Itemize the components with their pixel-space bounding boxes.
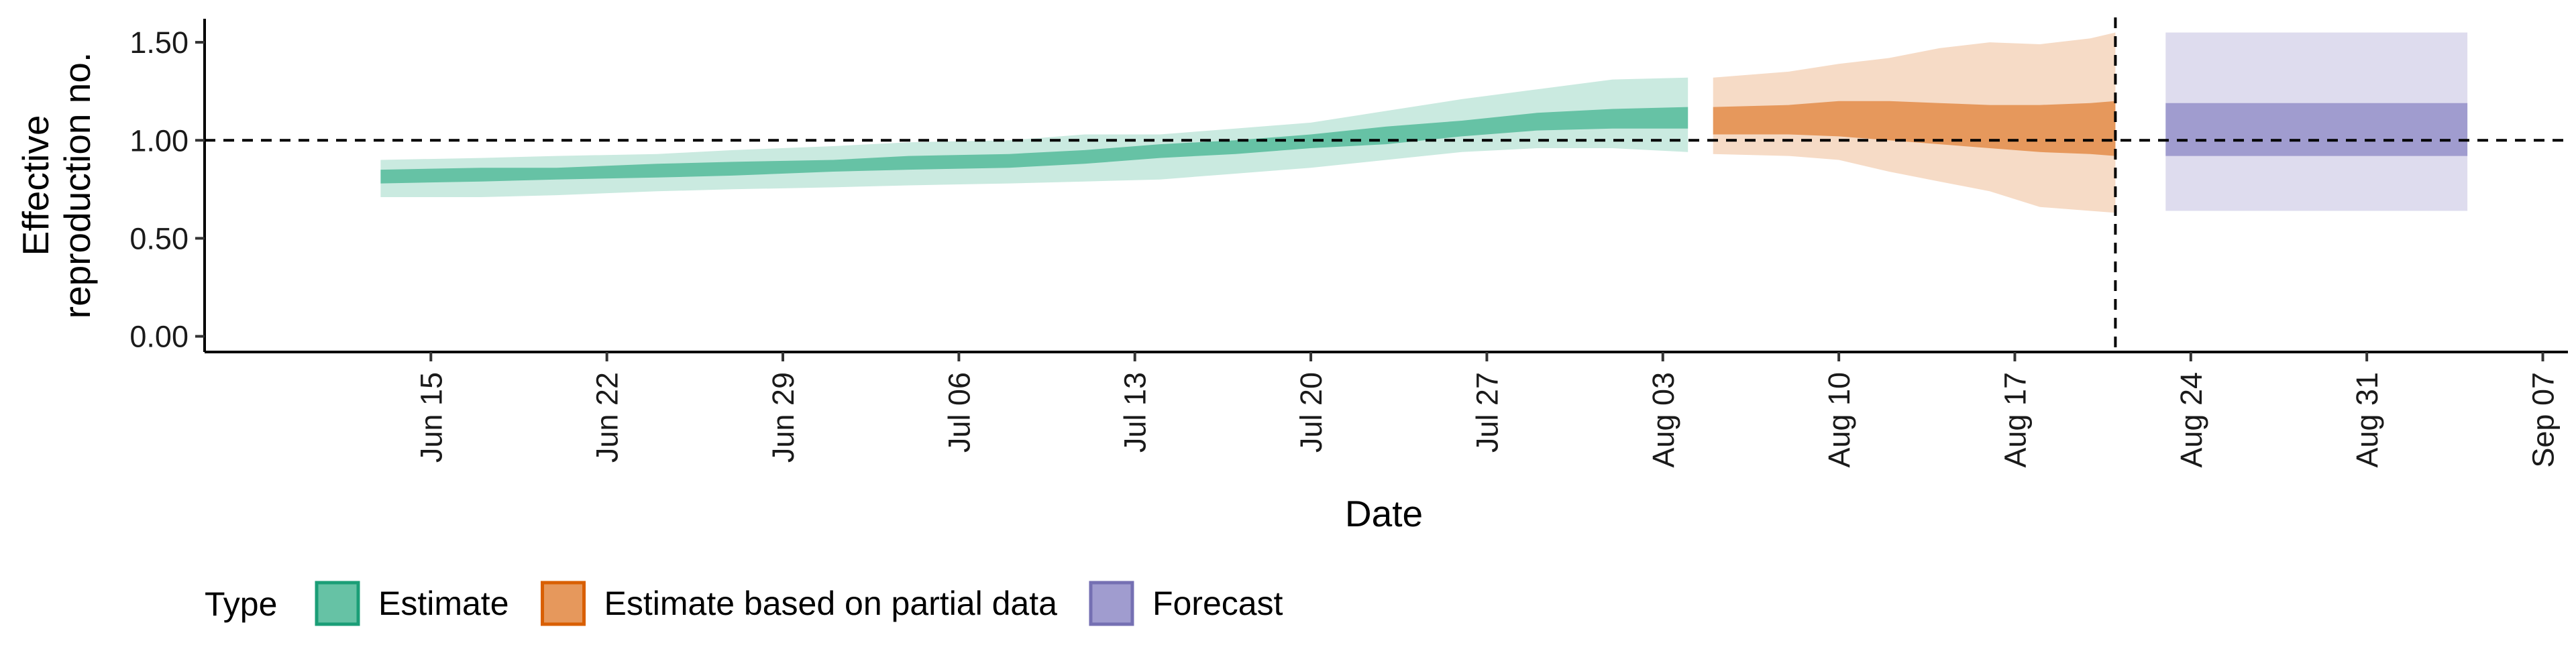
- x-tick-label: Jul 06: [942, 372, 976, 453]
- x-tick-label: Aug 24: [2174, 372, 2208, 468]
- x-tick-label: Aug 31: [2350, 372, 2384, 468]
- x-tick-label: Jul 27: [1470, 372, 1504, 453]
- legend-label-estimate: Estimate: [378, 585, 509, 622]
- x-tick-label: Aug 10: [1822, 372, 1856, 468]
- axes: 0.00 0.50 1.00 1.50 Jun 15 Jun 22 Jun 29 Jul 06…: [129, 19, 2568, 468]
- legend-key-estimate-based-on-partial-data: [541, 581, 586, 626]
- legend-label-estimate-based-on-partial-data: Estimate based on partial data: [604, 585, 1058, 622]
- y-tick-label: 0.00: [129, 320, 189, 354]
- x-tick-label: Jun 22: [590, 372, 625, 463]
- x-tick-label: Aug 03: [1646, 372, 1680, 468]
- y-tick-label: 0.50: [129, 221, 189, 255]
- estimate-outer-band: [380, 77, 1688, 197]
- y-tick-label: 1.50: [129, 25, 189, 60]
- chart-bands: [380, 32, 2468, 213]
- x-tick-label: Sep 07: [2526, 372, 2561, 468]
- legend: Type Estimate Estimate based on partial da…: [205, 581, 1283, 626]
- y-tick-label: 1.00: [129, 123, 189, 158]
- x-axis-title: Date: [1345, 493, 1423, 534]
- x-tick-label: Aug 17: [1998, 372, 2032, 468]
- y-axis-title-line: Effective: [15, 115, 56, 256]
- y-axis-title-line: reproduction no.: [56, 52, 98, 319]
- forecast-inner-band: [2165, 103, 2468, 156]
- x-tick-label: Jun 29: [766, 372, 800, 463]
- estimate-inner-band: [380, 107, 1688, 184]
- x-tick-label: Jul 20: [1294, 372, 1328, 453]
- legend-label-forecast: Forecast: [1152, 585, 1283, 622]
- estimate-based-on-partial-data-inner-band: [1713, 101, 2116, 156]
- y-axis-title: Effective reproduction no.: [15, 52, 98, 319]
- x-tick-label: Jun 15: [414, 372, 448, 463]
- legend-title: Type: [205, 585, 277, 623]
- legend-key-forecast: [1089, 581, 1134, 626]
- x-tick-label: Jul 13: [1118, 372, 1152, 453]
- legend-key-estimate: [315, 581, 360, 626]
